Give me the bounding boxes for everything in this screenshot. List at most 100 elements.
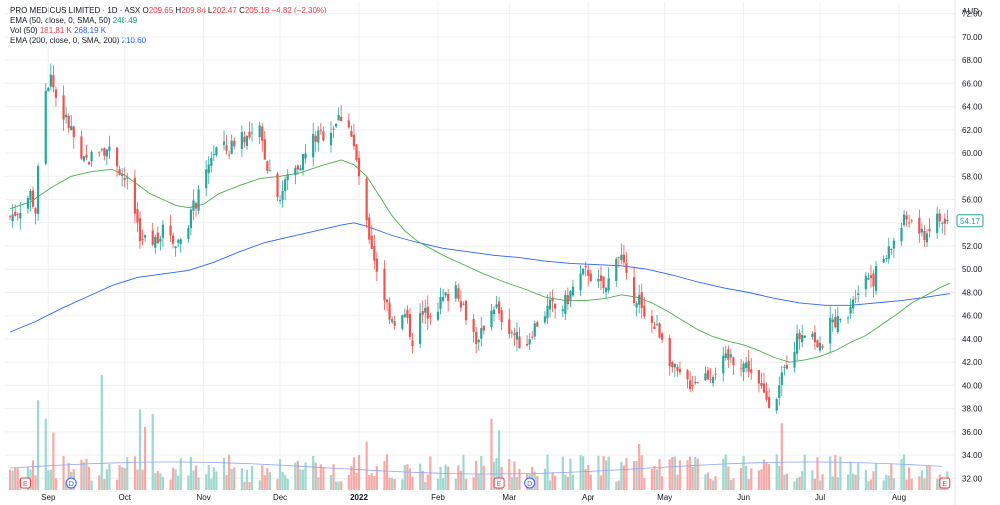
candle-body [846,317,850,319]
candle-body [801,334,804,343]
volume-bar [480,455,483,490]
volume-bar [515,477,519,490]
legend-ema50-label[interactable]: EMA (50, close, 0, SMA, 50) [10,16,111,25]
volume-bar [403,465,406,490]
candle-body [52,75,55,88]
candle-body [179,239,182,245]
candle-body [490,310,493,328]
volume-bar [696,458,699,490]
candle-body [205,169,208,189]
candle-body [793,351,796,368]
volume-bar [673,456,676,490]
x-tick-label: Jul [815,493,825,502]
volume-bar [762,459,766,490]
candle-body [910,220,913,222]
candle-body [887,246,890,259]
volume-bar [551,472,554,490]
candle-body [393,321,396,326]
volume-bar [151,414,154,490]
candle-body [579,273,582,291]
dividend-marker-icon[interactable] [65,477,77,489]
candle-body [141,238,144,240]
legend-open-value: 209.65 [148,6,174,15]
candle-body [403,314,406,317]
candle-body [426,306,429,319]
volume-bar [882,480,885,490]
volume-bar [691,466,694,490]
volume-bar [462,454,465,490]
volume-bar [599,475,603,490]
candle-body [678,368,682,373]
candle-body [301,154,305,170]
volume-bar [887,475,890,490]
volume-bar [704,474,707,490]
candle-body [370,235,373,250]
candle-body [319,129,322,131]
volume-ma-line [10,461,943,475]
candle-body [829,317,832,344]
candle-body [661,333,664,340]
volume-bar [571,474,575,490]
candle-body [564,294,567,314]
candle-body [854,297,857,299]
candle-body [874,266,878,291]
volume-bar [604,460,608,490]
volume-bar [885,474,888,490]
legend-vol-label[interactable]: Vol (50) [10,26,38,35]
volume-bar [118,465,121,490]
candle-body [803,335,806,338]
volume-bar [329,475,333,490]
candle-body [671,362,674,368]
candle-body [795,333,799,354]
candle-body [546,305,549,319]
y-tick-label: 70.00 [962,33,983,42]
candle-body [554,303,557,309]
earnings-marker-icon[interactable] [19,477,31,489]
volume-bar [457,465,460,490]
legend-low-value: 202.47 [212,6,237,15]
candle-body [44,90,47,164]
x-tick-label: Aug [892,493,906,502]
legend-close-value: 205.18 [244,6,270,15]
candle-body [836,316,839,332]
candle-body [946,219,949,222]
volume-bar [14,468,17,490]
earnings-marker-icon[interactable] [493,477,505,489]
y-tick-label: 62.00 [962,126,983,135]
volume-bar [447,466,450,490]
volume-bar [711,480,715,490]
legend-ema200-label[interactable]: EMA (200, close, 0, SMA, 200) [10,36,120,45]
volume-bar [136,469,139,490]
candle-body [454,285,457,299]
volume-bar [757,470,760,490]
candle-body [87,162,91,165]
y-tick-label: 68.00 [962,56,983,65]
candle-body [90,151,93,162]
volume-bar [82,462,86,490]
candle-body [143,235,147,238]
volume-bar [459,470,462,490]
candle-body [658,323,661,338]
volume-bar [281,471,284,490]
candle-body [500,310,503,323]
volume-bar [579,455,582,490]
volume-bar [668,459,671,490]
volume-bar [745,465,748,490]
candle-body [281,190,284,200]
candle-body [747,360,750,372]
candle-body [424,307,427,313]
volume-bar [133,456,136,490]
candle-body [635,303,638,308]
earnings-marker-icon[interactable] [939,477,951,489]
volume-bar [439,467,442,490]
x-tick-label: Jun [737,493,750,502]
volume-bar [678,460,682,490]
candle-body [531,336,534,338]
volume-bar [406,464,409,490]
volume-bar [607,456,610,490]
volume-bar [589,474,592,490]
dividend-marker-icon[interactable] [524,477,536,489]
candle-body [640,292,643,308]
